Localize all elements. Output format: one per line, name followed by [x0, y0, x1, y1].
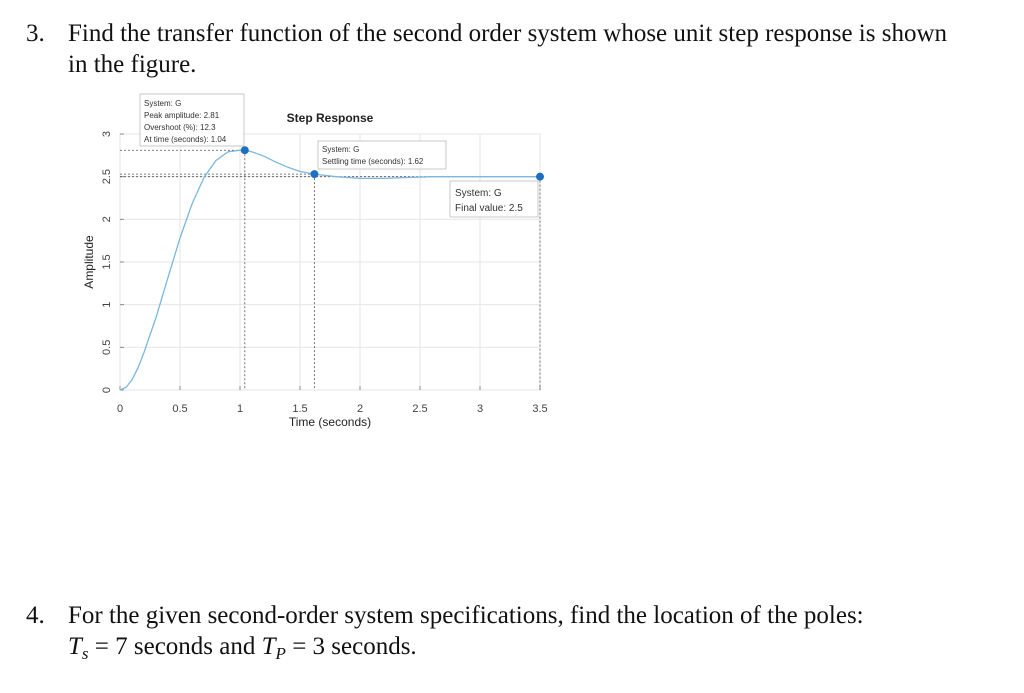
y-tick-label: 0.5	[101, 340, 113, 355]
y-tick-label: 2.5	[101, 169, 113, 184]
data-tip-marker	[310, 170, 319, 179]
x-axis-label: Time (seconds)	[289, 415, 371, 429]
peak-annotation: System: G Peak amplitude: 2.81 Overshoot…	[139, 93, 245, 147]
settling-annotation-line1: System: G	[322, 145, 359, 154]
y-tick-label: 1	[101, 302, 113, 308]
y-axis-label: Amplitude	[82, 235, 96, 289]
question-4-text-line1: For the given second-order system specif…	[68, 602, 864, 629]
x-tick-label: 2.5	[412, 403, 427, 415]
settling-annotation: System: G Settling time (seconds): 1.62	[317, 140, 447, 170]
data-tip-marker	[536, 172, 544, 181]
final-value-annotation: System: G Final value: 2.5	[449, 180, 539, 218]
question-3: 3. Find the transfer function of the sec…	[26, 18, 1016, 88]
axes: 0 0.5 1 1.5 2 2.5 3 3.5 0 0.5 1 1.5 2 2.5 3	[101, 131, 548, 415]
question-4-number: 4.	[26, 602, 45, 629]
final-value-annotation-line2: Final value: 2.5	[455, 203, 523, 214]
data-tip-marker	[240, 146, 249, 155]
x-tick-label: 0.5	[172, 403, 187, 415]
question-3-text-line1: Find the transfer function of the second…	[68, 20, 948, 47]
ts-subscript: s	[81, 644, 89, 663]
tp-equation-text: = 3 seconds.	[285, 633, 417, 660]
x-tick-label: 1	[237, 403, 243, 415]
x-tick-label: 3.5	[532, 403, 547, 415]
y-tick-label: 3	[101, 131, 113, 137]
ts-equation-text: = 7 seconds and	[88, 633, 262, 660]
x-tick-label: 0	[117, 403, 123, 415]
x-tick-label: 1.5	[292, 403, 307, 415]
step-response-line	[119, 149, 540, 391]
y-tick-label: 0	[101, 387, 113, 393]
settling-annotation-line2: Settling time (seconds): 1.62	[322, 157, 424, 166]
peak-annotation-line2: Peak amplitude: 2.81	[144, 111, 220, 120]
tp-symbol: T	[261, 633, 276, 660]
question-3-text-line2: in the figure.	[68, 51, 197, 78]
markers-layer	[240, 146, 544, 181]
chart-title: Step Response	[287, 111, 374, 125]
tp-subscript: P	[275, 644, 286, 663]
final-value-annotation-line1: System: G	[455, 188, 502, 199]
x-tick-label: 3	[477, 403, 483, 415]
peak-annotation-line4: At time (seconds): 1.04	[144, 135, 227, 144]
ts-symbol: T	[68, 633, 82, 660]
y-tick-label: 1.5	[101, 254, 113, 269]
question-4: 4. For the given second-order system spe…	[26, 600, 1016, 670]
x-tick-label: 2	[357, 403, 363, 415]
peak-annotation-line3: Overshoot (%): 12.3	[144, 123, 216, 132]
y-tick-label: 2	[101, 216, 113, 222]
peak-annotation-line1: System: G	[144, 99, 181, 108]
question-3-number: 3.	[26, 20, 45, 47]
question-4-text-line2: Ts = 7 seconds and TP = 3 seconds.	[68, 631, 417, 662]
series-layer	[119, 149, 540, 391]
